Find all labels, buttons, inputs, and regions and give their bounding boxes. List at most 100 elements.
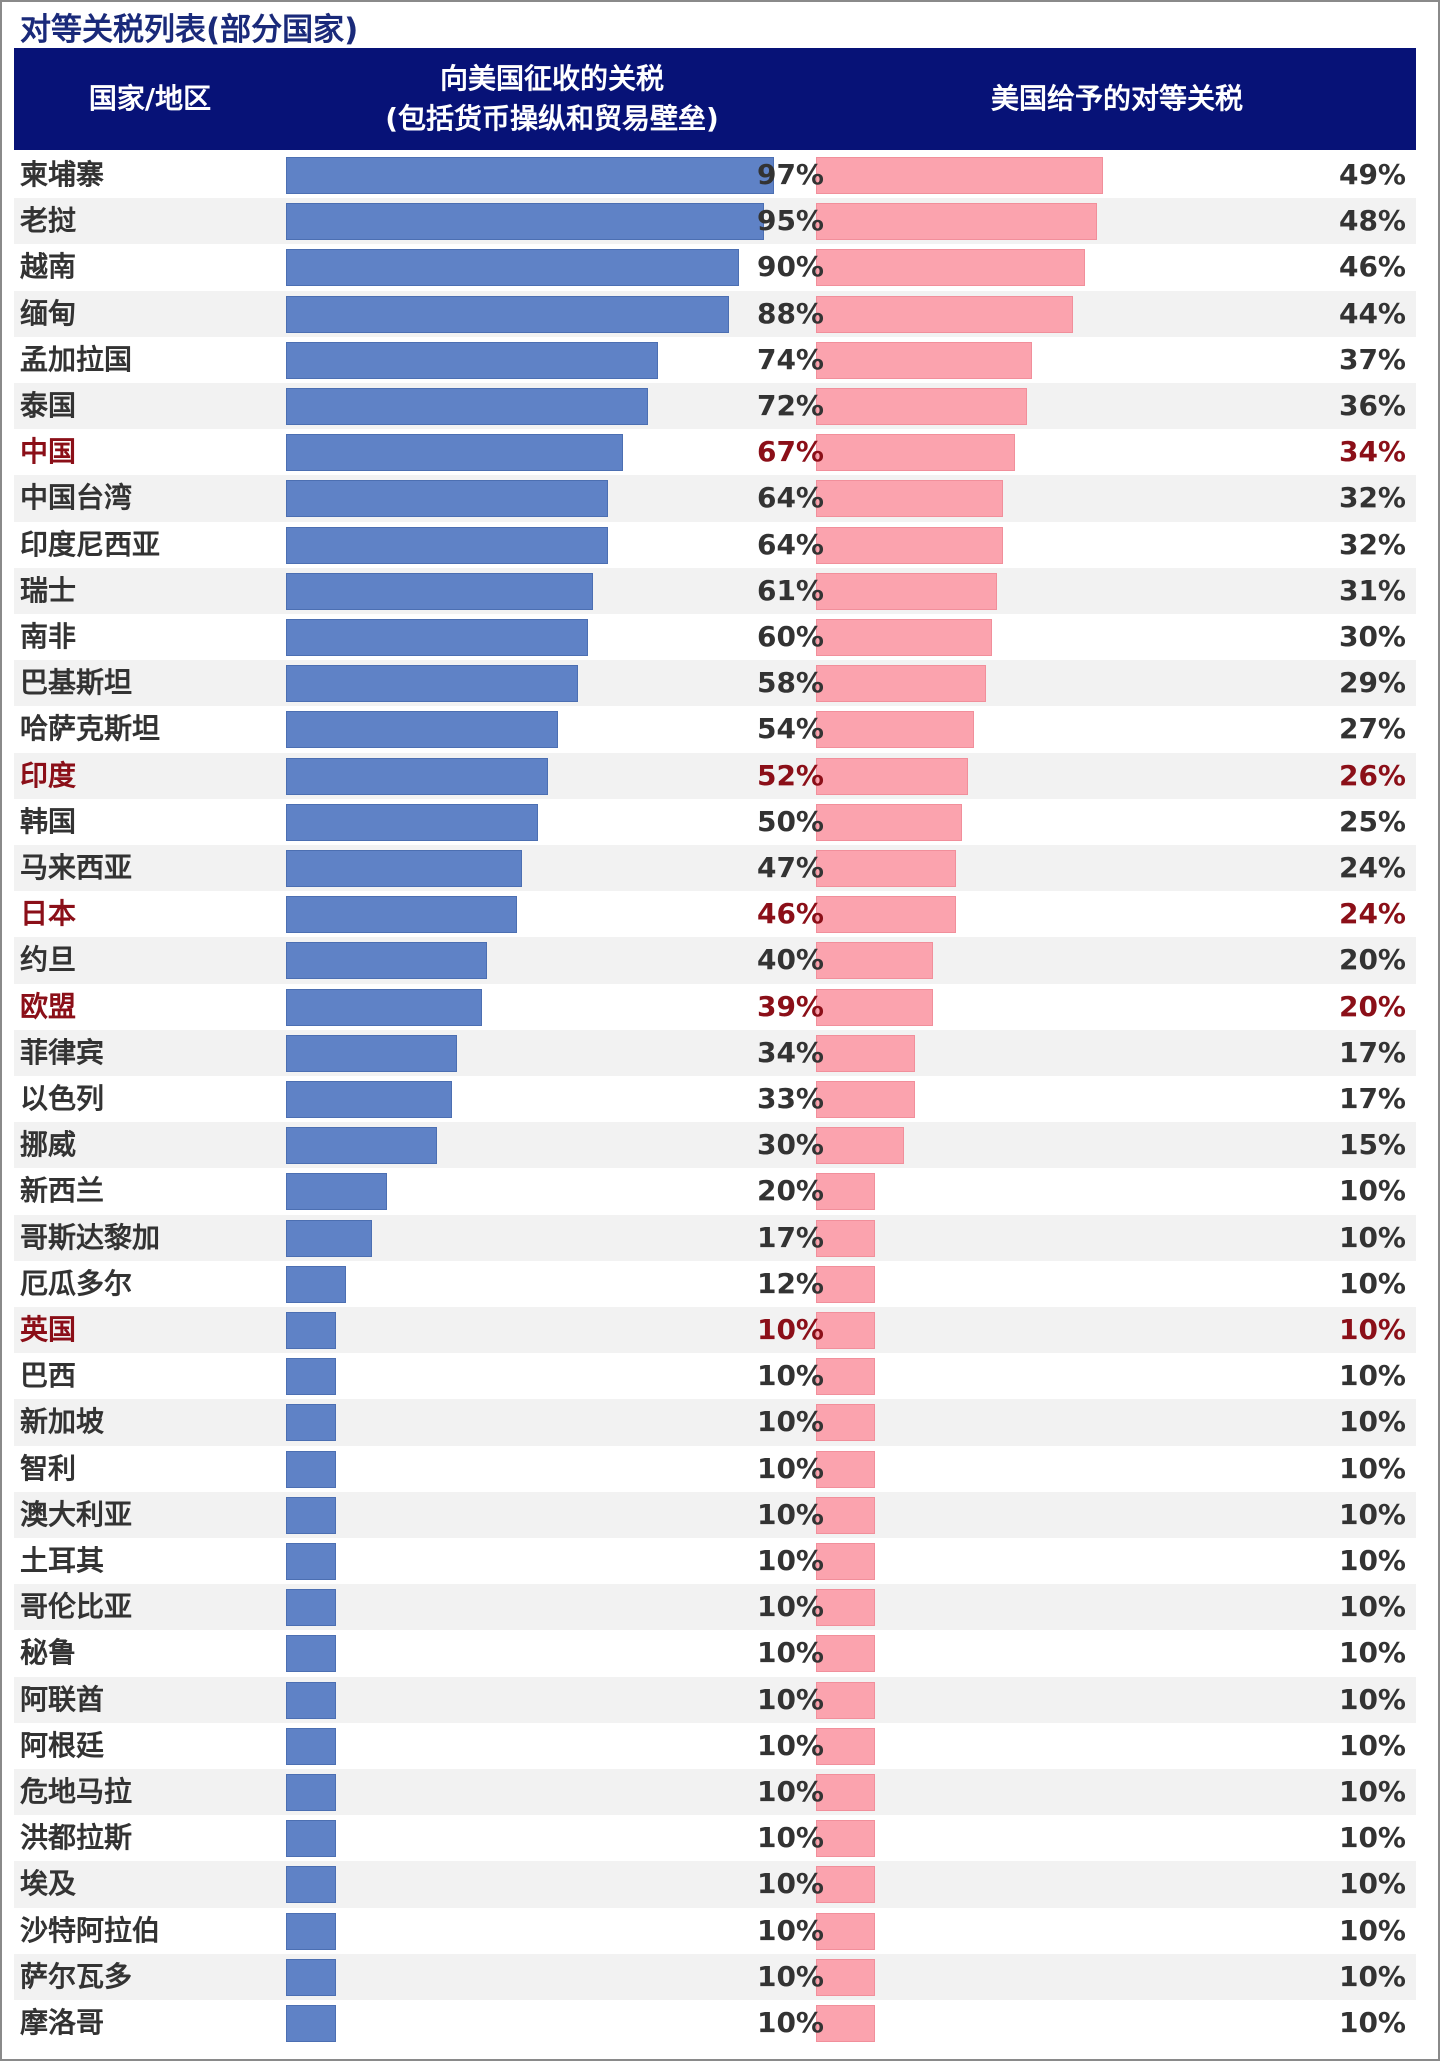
imposed-value-label: 58% [756,666,824,700]
table-row: 哥伦比亚 10% 10% [14,1584,1416,1631]
imposed-value-label: 10% [756,1451,824,1485]
table-row: 柬埔寨 97% 49% [14,152,1416,198]
reciprocal-value-label: 10% [1338,1174,1406,1208]
imposed-bar [286,1635,337,1673]
country-label: 埃及 [20,1867,77,1901]
reciprocal-value-label: 27% [1338,712,1406,746]
table-row: 哈萨克斯坦 54% 27% [14,706,1416,752]
imposed-bar [286,1219,372,1257]
imposed-value-label: 72% [756,389,824,422]
reciprocal-bar [816,988,933,1026]
reciprocal-bar [816,942,933,980]
imposed-value-label: 12% [756,1266,824,1300]
reciprocal-bar [816,665,986,703]
reciprocal-value-label: 10% [1338,1497,1406,1531]
reciprocal-bar [816,1635,875,1673]
reciprocal-bar [816,1866,875,1904]
table-row: 危地马拉 10% 10% [14,1769,1416,1816]
imposed-value-label: 10% [756,1821,824,1855]
reciprocal-bar [816,1496,875,1534]
country-label: 澳大利亚 [20,1497,133,1531]
table-row: 欧盟 39% 20% [14,984,1416,1030]
reciprocal-value-label: 10% [1338,1359,1406,1393]
imposed-bar [286,1912,337,1950]
imposed-bar [286,665,578,703]
country-label: 日本 [20,897,77,931]
reciprocal-value-label: 24% [1338,851,1406,884]
table-row: 中国台湾 64% 32% [14,475,1416,522]
reciprocal-value-label: 24% [1338,897,1406,931]
imposed-bar [286,1496,337,1534]
reciprocal-value-label: 29% [1338,666,1406,700]
reciprocal-bar [816,1034,916,1072]
table-row: 阿根廷 10% 10% [14,1723,1416,1769]
imposed-value-label: 90% [756,250,824,284]
reciprocal-bar [816,1681,875,1719]
imposed-value-label: 97% [756,158,824,191]
imposed-value-label: 74% [756,342,824,376]
table-row: 巴基斯坦 58% 29% [14,660,1416,707]
country-label: 柬埔寨 [20,158,105,191]
table-row: 马来西亚 47% 24% [14,845,1416,892]
reciprocal-bar [816,1543,875,1580]
table-row: 挪威 30% 15% [14,1122,1416,1169]
imposed-bar [286,1450,337,1488]
imposed-value-label: 10% [756,1405,824,1439]
imposed-value-label: 60% [756,620,824,653]
reciprocal-value-label: 20% [1338,943,1406,977]
country-label: 阿根廷 [20,1728,105,1762]
country-label: 秘鲁 [20,1636,77,1670]
reciprocal-value-label: 34% [1338,435,1406,469]
table-row: 老挝 95% 48% [14,198,1416,245]
imposed-bar [286,1866,337,1904]
imposed-bar [286,1820,337,1858]
table-row: 越南 90% 46% [14,244,1416,290]
country-label: 瑞士 [20,573,77,607]
table-row: 日本 46% 24% [14,891,1416,937]
reciprocal-bar [816,1589,875,1627]
table-row: 萨尔瓦多 10% 10% [14,1953,1416,2000]
reciprocal-value-label: 10% [1338,1590,1406,1624]
reciprocal-value-label: 17% [1338,1082,1406,1115]
reciprocal-bar [816,850,957,887]
table-row: 泰国 72% 36% [14,383,1416,430]
country-label: 以色列 [20,1082,105,1115]
imposed-bar [286,1127,437,1165]
reciprocal-bar [816,341,1033,379]
header-reciprocal-label: 美国给予的对等关税 [990,82,1243,115]
imposed-value-label: 10% [756,1636,824,1670]
table-row: 摩洛哥 10% 10% [14,2000,1416,2046]
reciprocal-value-label: 10% [1338,1913,1406,1947]
imposed-bar [286,942,488,980]
imposed-bar [286,1589,337,1627]
reciprocal-bar [816,434,1015,472]
reciprocal-bar [816,249,1086,287]
imposed-bar [286,249,739,287]
table-row: 韩国 50% 25% [14,799,1416,845]
country-label: 哥斯达黎加 [20,1220,161,1254]
imposed-value-label: 10% [756,1359,824,1393]
imposed-value-label: 47% [756,851,824,884]
reciprocal-value-label: 10% [1338,1728,1406,1762]
imposed-value-label: 10% [756,1497,824,1531]
table-row: 巴西 10% 10% [14,1353,1416,1399]
imposed-bar [286,1958,337,1996]
imposed-bar [286,480,608,518]
reciprocal-bar [816,803,963,841]
table-row: 厄瓜多尔 12% 10% [14,1261,1416,1307]
reciprocal-value-label: 30% [1338,620,1406,653]
imposed-bar [286,341,659,379]
reciprocal-value-label: 10% [1338,1544,1406,1577]
imposed-bar [286,1681,337,1719]
imposed-bar [286,757,548,795]
imposed-bar [286,434,623,472]
imposed-value-label: 40% [756,943,824,977]
country-label: 老挝 [20,204,77,238]
reciprocal-bar [816,1958,875,1996]
imposed-value-label: 54% [756,712,824,746]
reciprocal-bar [816,1312,875,1349]
imposed-bar [286,1358,337,1396]
table-row: 哥斯达黎加 17% 10% [14,1214,1416,1261]
reciprocal-value-label: 25% [1338,804,1406,838]
